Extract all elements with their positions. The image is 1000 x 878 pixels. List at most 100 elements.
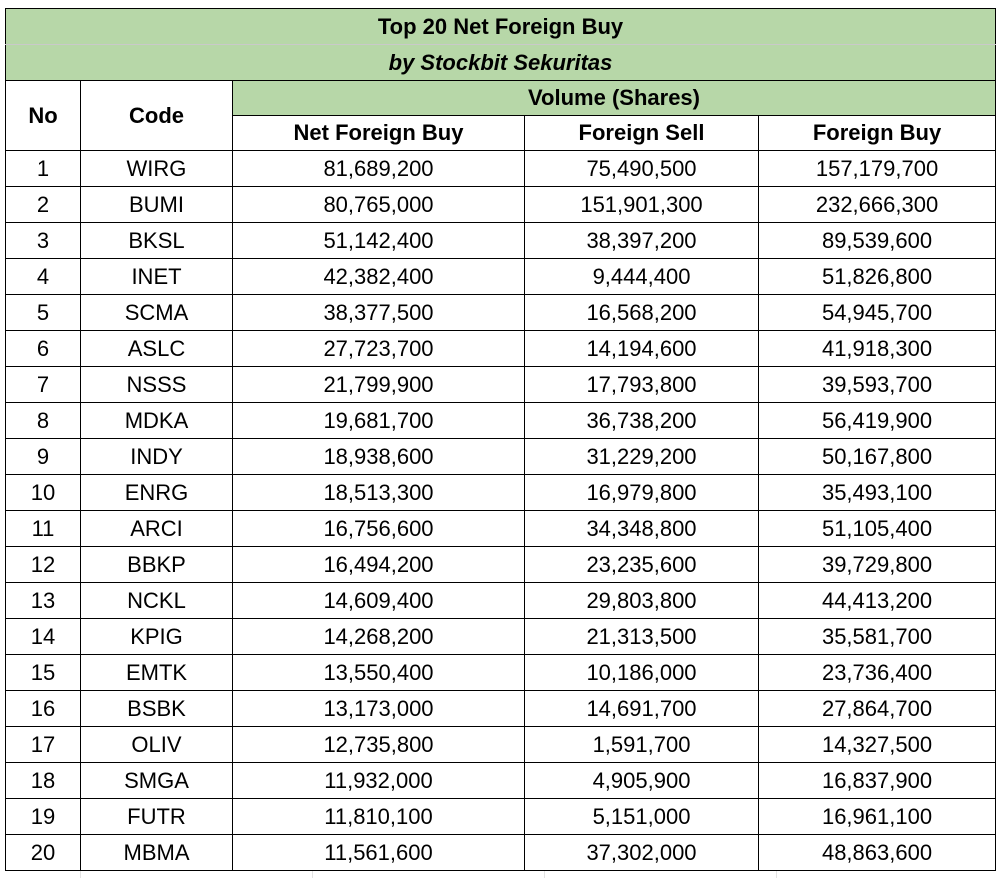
cell-foreign-sell[interactable]: 23,235,600 (524, 546, 759, 583)
cell-no[interactable]: 2 (5, 186, 81, 223)
cell-foreign-sell[interactable]: 36,738,200 (524, 402, 759, 439)
cell-no[interactable]: 7 (5, 366, 81, 403)
cell-foreign-sell[interactable]: 16,979,800 (524, 474, 759, 511)
cell-foreign-sell[interactable]: 151,901,300 (524, 186, 759, 223)
cell-net-foreign-buy[interactable]: 80,765,000 (232, 186, 525, 223)
cell-foreign-buy[interactable]: 89,539,600 (757, 222, 997, 259)
cell-code[interactable]: FUTR (80, 798, 233, 835)
cell-no[interactable]: 19 (5, 798, 81, 835)
cell-foreign-sell[interactable]: 31,229,200 (524, 438, 759, 475)
cell-foreign-sell[interactable]: 38,397,200 (524, 222, 759, 259)
cell-code[interactable]: NCKL (80, 582, 233, 619)
cell-foreign-buy[interactable]: 44,413,200 (757, 582, 997, 619)
header-foreign-buy[interactable]: Foreign Buy (757, 115, 997, 151)
cell-foreign-buy[interactable]: 23,736,400 (757, 654, 997, 691)
header-foreign-sell[interactable]: Foreign Sell (524, 115, 759, 151)
cell-no[interactable]: 15 (5, 654, 81, 691)
cell-foreign-buy[interactable]: 35,493,100 (757, 474, 997, 511)
cell-code[interactable]: KPIG (80, 618, 233, 655)
cell-foreign-buy[interactable]: 16,837,900 (757, 762, 997, 799)
cell-foreign-buy[interactable]: 56,419,900 (757, 402, 997, 439)
cell-foreign-sell[interactable]: 16,568,200 (524, 294, 759, 331)
cell-no[interactable]: 1 (5, 150, 81, 187)
cell-net-foreign-buy[interactable]: 81,689,200 (232, 150, 525, 187)
cell-no[interactable]: 3 (5, 222, 81, 259)
cell-net-foreign-buy[interactable]: 18,513,300 (232, 474, 525, 511)
cell-net-foreign-buy[interactable]: 27,723,700 (232, 330, 525, 367)
cell-foreign-buy[interactable]: 50,167,800 (757, 438, 997, 475)
cell-foreign-sell[interactable]: 17,793,800 (524, 366, 759, 403)
cell-foreign-sell[interactable]: 29,803,800 (524, 582, 759, 619)
cell-foreign-buy[interactable]: 157,179,700 (757, 150, 997, 187)
cell-net-foreign-buy[interactable]: 11,810,100 (232, 798, 525, 835)
table-title[interactable]: Top 20 Net Foreign Buy (4, 8, 997, 45)
header-volume-group[interactable]: Volume (Shares) (231, 80, 997, 116)
cell-no[interactable]: 20 (5, 834, 81, 871)
cell-net-foreign-buy[interactable]: 13,173,000 (232, 690, 525, 727)
cell-code[interactable]: MBMA (80, 834, 233, 871)
cell-no[interactable]: 5 (5, 294, 81, 331)
cell-code[interactable]: MDKA (80, 402, 233, 439)
cell-no[interactable]: 8 (5, 402, 81, 439)
cell-foreign-buy[interactable]: 48,863,600 (757, 834, 997, 871)
cell-foreign-sell[interactable]: 9,444,400 (524, 258, 759, 295)
cell-code[interactable]: NSSS (80, 366, 233, 403)
cell-foreign-sell[interactable]: 14,691,700 (524, 690, 759, 727)
cell-foreign-sell[interactable]: 21,313,500 (524, 618, 759, 655)
cell-net-foreign-buy[interactable]: 14,268,200 (232, 618, 525, 655)
cell-foreign-sell[interactable]: 1,591,700 (524, 726, 759, 763)
cell-code[interactable]: WIRG (80, 150, 233, 187)
cell-foreign-sell[interactable]: 37,302,000 (524, 834, 759, 871)
cell-net-foreign-buy[interactable]: 19,681,700 (232, 402, 525, 439)
cell-foreign-sell[interactable]: 14,194,600 (524, 330, 759, 367)
cell-no[interactable]: 18 (5, 762, 81, 799)
header-no[interactable]: No (5, 80, 81, 151)
cell-foreign-buy[interactable]: 51,826,800 (757, 258, 997, 295)
cell-no[interactable]: 12 (5, 546, 81, 583)
cell-code[interactable]: ASLC (80, 330, 233, 367)
cell-code[interactable]: INDY (80, 438, 233, 475)
cell-code[interactable]: BSBK (80, 690, 233, 727)
cell-no[interactable]: 4 (5, 258, 81, 295)
header-net-foreign-buy[interactable]: Net Foreign Buy (232, 115, 525, 151)
cell-net-foreign-buy[interactable]: 21,799,900 (232, 366, 525, 403)
cell-no[interactable]: 6 (5, 330, 81, 367)
cell-no[interactable]: 17 (5, 726, 81, 763)
cell-foreign-buy[interactable]: 51,105,400 (757, 510, 997, 547)
header-code[interactable]: Code (80, 80, 233, 151)
cell-no[interactable]: 14 (5, 618, 81, 655)
cell-net-foreign-buy[interactable]: 12,735,800 (232, 726, 525, 763)
cell-net-foreign-buy[interactable]: 11,932,000 (232, 762, 525, 799)
cell-foreign-sell[interactable]: 10,186,000 (524, 654, 759, 691)
cell-foreign-buy[interactable]: 54,945,700 (757, 294, 997, 331)
table-subtitle[interactable]: by Stockbit Sekuritas (4, 44, 997, 81)
cell-foreign-sell[interactable]: 4,905,900 (524, 762, 759, 799)
cell-foreign-buy[interactable]: 39,593,700 (757, 366, 997, 403)
cell-foreign-buy[interactable]: 39,729,800 (757, 546, 997, 583)
cell-net-foreign-buy[interactable]: 18,938,600 (232, 438, 525, 475)
cell-code[interactable]: EMTK (80, 654, 233, 691)
cell-code[interactable]: INET (80, 258, 233, 295)
cell-code[interactable]: BBKP (80, 546, 233, 583)
cell-net-foreign-buy[interactable]: 16,756,600 (232, 510, 525, 547)
cell-net-foreign-buy[interactable]: 51,142,400 (232, 222, 525, 259)
cell-foreign-buy[interactable]: 14,327,500 (757, 726, 997, 763)
cell-code[interactable]: SMGA (80, 762, 233, 799)
cell-code[interactable]: BKSL (80, 222, 233, 259)
cell-code[interactable]: OLIV (80, 726, 233, 763)
cell-code[interactable]: ENRG (80, 474, 233, 511)
cell-code[interactable]: ARCI (80, 510, 233, 547)
cell-foreign-buy[interactable]: 35,581,700 (757, 618, 997, 655)
cell-foreign-sell[interactable]: 75,490,500 (524, 150, 759, 187)
cell-no[interactable]: 9 (5, 438, 81, 475)
cell-no[interactable]: 11 (5, 510, 81, 547)
cell-net-foreign-buy[interactable]: 14,609,400 (232, 582, 525, 619)
cell-code[interactable]: SCMA (80, 294, 233, 331)
cell-foreign-buy[interactable]: 27,864,700 (757, 690, 997, 727)
cell-no[interactable]: 10 (5, 474, 81, 511)
cell-net-foreign-buy[interactable]: 42,382,400 (232, 258, 525, 295)
cell-code[interactable]: BUMI (80, 186, 233, 223)
cell-net-foreign-buy[interactable]: 11,561,600 (232, 834, 525, 871)
cell-foreign-buy[interactable]: 232,666,300 (757, 186, 997, 223)
cell-foreign-buy[interactable]: 41,918,300 (757, 330, 997, 367)
